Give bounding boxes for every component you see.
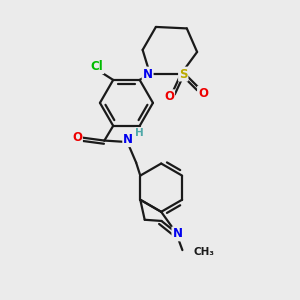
Text: O: O	[164, 90, 174, 103]
Text: N: N	[172, 227, 182, 240]
Text: CH₃: CH₃	[194, 248, 214, 257]
Text: Cl: Cl	[91, 60, 103, 73]
Text: N: N	[123, 133, 133, 146]
Text: H: H	[135, 128, 144, 138]
Text: S: S	[179, 68, 188, 81]
Text: O: O	[72, 131, 82, 144]
Text: N: N	[142, 68, 153, 81]
Text: O: O	[198, 87, 208, 100]
